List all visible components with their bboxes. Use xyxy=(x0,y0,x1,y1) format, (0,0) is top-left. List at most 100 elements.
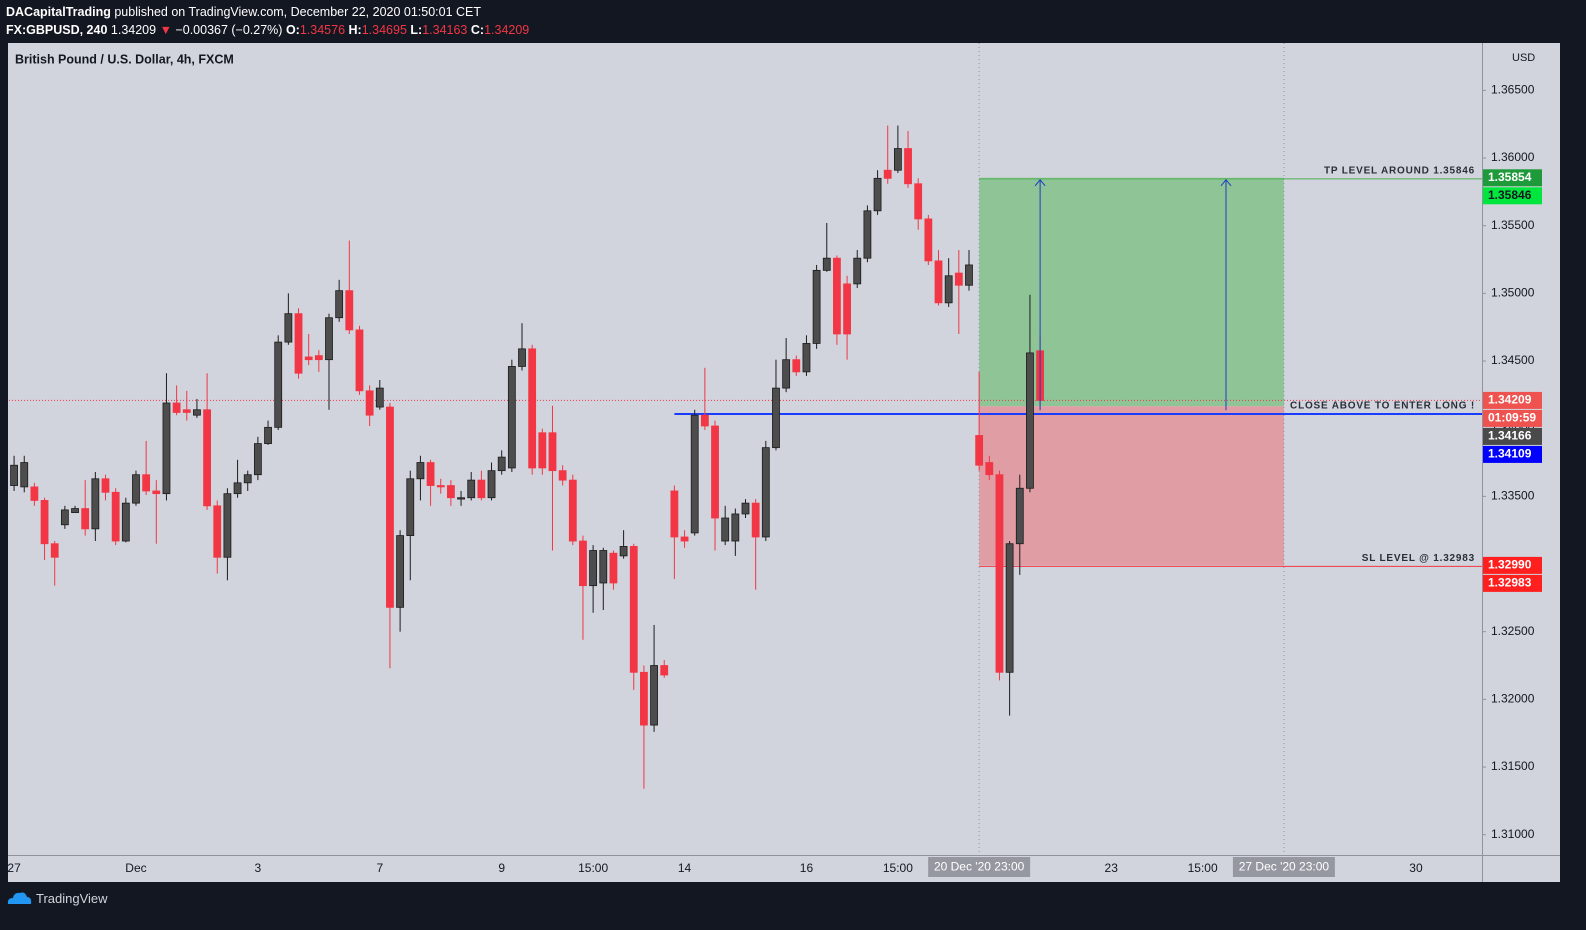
footer: TradingView xyxy=(6,890,108,906)
price-tag-label: 1.34209 xyxy=(1488,393,1532,407)
candle-body xyxy=(284,313,293,343)
candle-body xyxy=(91,478,100,530)
x-tick-label: 27 xyxy=(7,861,21,875)
candle-body xyxy=(579,540,587,587)
candle-body xyxy=(833,257,841,335)
candle-body xyxy=(680,536,689,542)
candle-body xyxy=(487,470,496,499)
candle-body xyxy=(101,478,110,493)
x-highlight-label: 20 Dec '20 23:00 xyxy=(934,860,1025,874)
candle-body xyxy=(223,493,232,558)
candle-body xyxy=(274,341,283,428)
price-tag xyxy=(1483,187,1542,205)
candle-body xyxy=(893,148,902,171)
candle-body xyxy=(772,387,780,449)
change: −0.00367 (−0.27%) xyxy=(175,23,283,37)
level-annotation: CLOSE ABOVE TO ENTER LONG ! xyxy=(1290,401,1475,412)
price-tag-label: 1.32983 xyxy=(1488,576,1532,590)
candle-body xyxy=(883,169,892,179)
price-tag xyxy=(1483,391,1542,409)
candle-body xyxy=(396,535,405,608)
candle-body xyxy=(121,502,130,542)
candle-body xyxy=(81,508,90,530)
candle-body xyxy=(731,513,740,542)
change-arrow: ▼ xyxy=(159,23,172,37)
candle-body xyxy=(670,490,679,538)
candle-body xyxy=(497,456,506,472)
header-line-2: FX:GBPUSD, 240 1.34209 ▼ −0.00367 (−0.27… xyxy=(6,21,529,39)
candle-body xyxy=(741,502,750,515)
x-tick-label: 15:00 xyxy=(883,861,913,875)
brand-name: TradingView xyxy=(36,890,108,906)
candle-body xyxy=(71,508,79,514)
x-highlight-label: 27 Dec '20 23:00 xyxy=(1239,860,1330,874)
candle-body xyxy=(193,409,201,416)
candle-body xyxy=(467,479,476,499)
candle-body xyxy=(619,546,628,557)
candle-body xyxy=(426,462,435,486)
candle-body xyxy=(446,485,455,499)
y-tick-label: 1.35500 xyxy=(1491,218,1535,232)
candle-body xyxy=(172,402,181,413)
x-tick-label: 15:00 xyxy=(578,861,608,875)
candle-body xyxy=(40,500,49,545)
ohlc-value: 1.34209 xyxy=(484,23,530,37)
price-tag xyxy=(1483,409,1542,427)
candle-body xyxy=(375,387,384,408)
candle-body xyxy=(924,218,933,262)
candle-body xyxy=(975,435,984,466)
x-tick-label: 30 xyxy=(1409,861,1423,875)
candle-body xyxy=(1005,543,1014,673)
header-line-1: DACapitalTrading published on TradingVie… xyxy=(6,3,529,21)
candle-body xyxy=(60,509,69,526)
candle-body xyxy=(538,432,547,469)
candle-body xyxy=(1015,487,1024,545)
arrow-head xyxy=(1220,179,1232,187)
candle-body xyxy=(294,313,303,374)
published: published on TradingView.com, December 2… xyxy=(114,5,482,19)
x-tick-label: 14 xyxy=(678,861,692,875)
candle-body xyxy=(457,497,465,500)
x-tick-label: 3 xyxy=(255,861,262,875)
candle-body xyxy=(416,462,425,480)
x-tick-label: 7 xyxy=(376,861,383,875)
candle-body xyxy=(568,479,577,542)
ohlc-key: L: xyxy=(410,23,423,37)
x-tick-label: 16 xyxy=(800,861,814,875)
candle-body xyxy=(985,462,994,476)
stop-zone xyxy=(979,406,1284,566)
candle-body xyxy=(233,482,242,495)
candle-body xyxy=(589,550,598,587)
symbol: FX:GBPUSD, 240 xyxy=(6,23,108,37)
candle-body xyxy=(761,447,770,538)
price-tag xyxy=(1483,556,1542,574)
author: DACapitalTrading xyxy=(6,5,111,19)
candle-body xyxy=(111,491,120,542)
candle-body xyxy=(650,665,658,726)
x-tick-label: 23 xyxy=(1105,861,1119,875)
candle-body xyxy=(954,272,963,286)
candle-body xyxy=(700,414,709,427)
candle-body xyxy=(132,474,140,504)
y-tick-label: 1.33500 xyxy=(1491,489,1535,503)
candle-body xyxy=(477,479,486,499)
candle-body xyxy=(50,543,59,558)
candle-body xyxy=(609,552,618,584)
candle-body xyxy=(599,550,608,584)
candle-body xyxy=(843,283,851,335)
ohlc-key: O: xyxy=(285,23,300,37)
ohlc-key: C: xyxy=(470,23,485,37)
candle-body xyxy=(345,290,354,331)
candle-body xyxy=(314,355,323,361)
candle-body xyxy=(365,390,374,416)
candle-body xyxy=(518,348,526,367)
candle-body xyxy=(965,264,973,286)
candle-body xyxy=(782,359,791,389)
candle-body xyxy=(142,474,151,492)
ohlc-key: H: xyxy=(348,23,362,37)
price-tag-label: 1.34166 xyxy=(1488,429,1532,443)
price-tag-label: 1.35854 xyxy=(1488,170,1532,184)
header: DACapitalTrading published on TradingVie… xyxy=(6,3,529,39)
ohlc-value: 1.34576 xyxy=(299,23,346,37)
